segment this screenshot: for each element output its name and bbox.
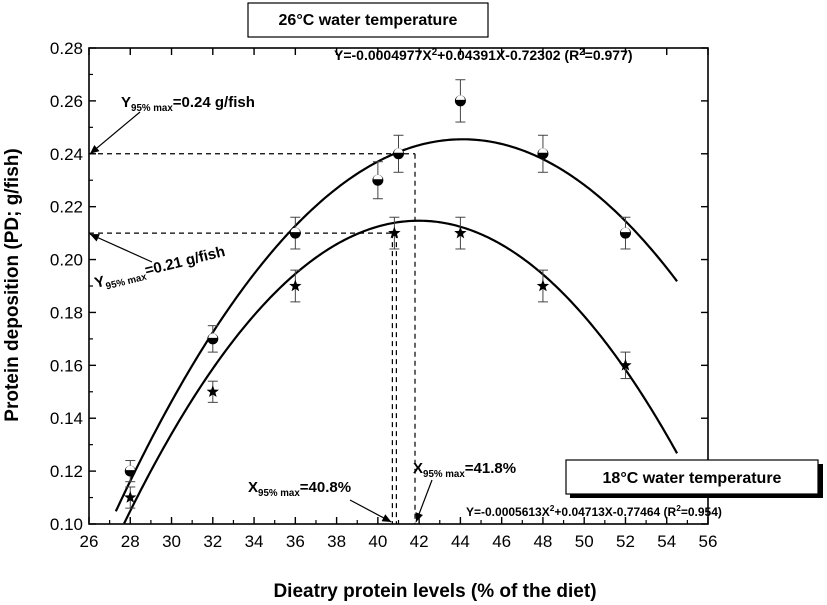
y-tick-label: 0.10 xyxy=(50,515,83,534)
data-point-26c-highlight xyxy=(290,227,300,233)
label-y95-18c: Y95% max=0.21 g/fish xyxy=(93,243,228,295)
data-point-26c-highlight xyxy=(373,174,383,180)
data-point-18c xyxy=(388,226,401,239)
arrow-x95-18c-head xyxy=(381,514,392,522)
x-tick-label: 38 xyxy=(327,532,346,551)
data-point-26c-highlight xyxy=(620,227,630,233)
data-point-26c-highlight xyxy=(208,333,218,338)
x-tick-label: 28 xyxy=(121,532,140,551)
annotations: 26°C water temperature 18°C water tempera… xyxy=(89,2,823,523)
x-tick-label: 52 xyxy=(616,532,635,551)
y-tick-label: 0.14 xyxy=(50,409,83,428)
x-tick-label: 50 xyxy=(575,532,594,551)
data-point-18c xyxy=(124,491,137,503)
data-point-18c xyxy=(536,279,550,292)
data-point-26c-highlight xyxy=(538,148,548,153)
y-axis-title: Protein deposition (PD; g/fish) xyxy=(2,148,23,421)
arrow-x95-26c-head xyxy=(415,512,423,522)
fit-curve-1 xyxy=(123,219,679,525)
title-26c: 26°C water temperature xyxy=(279,12,458,29)
plot-frame xyxy=(88,47,709,525)
y-tick-label: 0.20 xyxy=(50,251,83,270)
label-y95-26c: Y95% max=0.24 g/fish xyxy=(121,94,255,114)
x-tick-label: 54 xyxy=(657,532,676,551)
y-tick-label: 0.26 xyxy=(50,92,83,111)
x-tick-label: 56 xyxy=(699,532,718,551)
x-tick-label: 42 xyxy=(410,532,429,551)
x-tick-label: 34 xyxy=(245,532,264,551)
x-tick-label: 48 xyxy=(533,532,552,551)
data-point-18c xyxy=(619,358,632,371)
x-axis-title: Dieatry protein levels (% of the diet) xyxy=(273,581,596,602)
label-x95-26c: X95% max=41.8% xyxy=(413,460,516,480)
y-tick-label: 0.22 xyxy=(50,198,83,217)
title-18c: 18°C water temperature xyxy=(603,470,782,487)
x-tick-label: 36 xyxy=(286,532,305,551)
label-x95-18c: X95% max=40.8% xyxy=(248,479,351,499)
y-tick-label: 0.16 xyxy=(50,356,83,375)
x-tick-label: 46 xyxy=(492,532,511,551)
arrow-y95-18c-head xyxy=(90,234,100,242)
title-box-18c-shadow-bottom xyxy=(570,494,823,498)
y-tick-label: 0.28 xyxy=(50,39,83,58)
data-point-26c-highlight xyxy=(455,95,465,100)
data-point-18c xyxy=(289,279,302,292)
x-tick-label: 30 xyxy=(162,532,181,551)
x-tick-label: 40 xyxy=(368,532,387,551)
x-tick-label: 44 xyxy=(451,532,470,551)
arrow-y95-26c-head xyxy=(90,144,100,154)
title-box-18c-shadow xyxy=(818,464,823,498)
axes: 26 28 30 32 34 36 38 40 42 44 46 48 50 52 54 56 0.10 0.12… xyxy=(50,39,718,551)
guide-lines xyxy=(89,153,416,524)
y-tick-label: 0.18 xyxy=(50,303,83,322)
arrow-y95-26c xyxy=(89,111,141,155)
title-box-26c xyxy=(247,2,489,38)
data-point-26c-highlight xyxy=(125,465,135,471)
equation-26c: Y=-0.0004977X2+0.04391X-0.72302 (R2=0.97… xyxy=(334,47,633,63)
data-point-18c xyxy=(206,385,219,398)
data-point-26c-highlight xyxy=(394,148,403,153)
y-tick-label: 0.12 xyxy=(50,462,83,481)
arrow-y95-18c xyxy=(89,233,153,263)
y-tick-label: 0.24 xyxy=(50,145,83,164)
x-tick-label: 32 xyxy=(203,532,222,551)
equation-18c: Y=-0.0005613X2+0.04713X-0.77464 (R2=0.95… xyxy=(466,503,722,519)
x-tick-label: 26 xyxy=(80,532,99,551)
data-point-18c xyxy=(454,226,467,239)
data-marks xyxy=(124,79,632,509)
title-box-18c xyxy=(565,459,819,495)
